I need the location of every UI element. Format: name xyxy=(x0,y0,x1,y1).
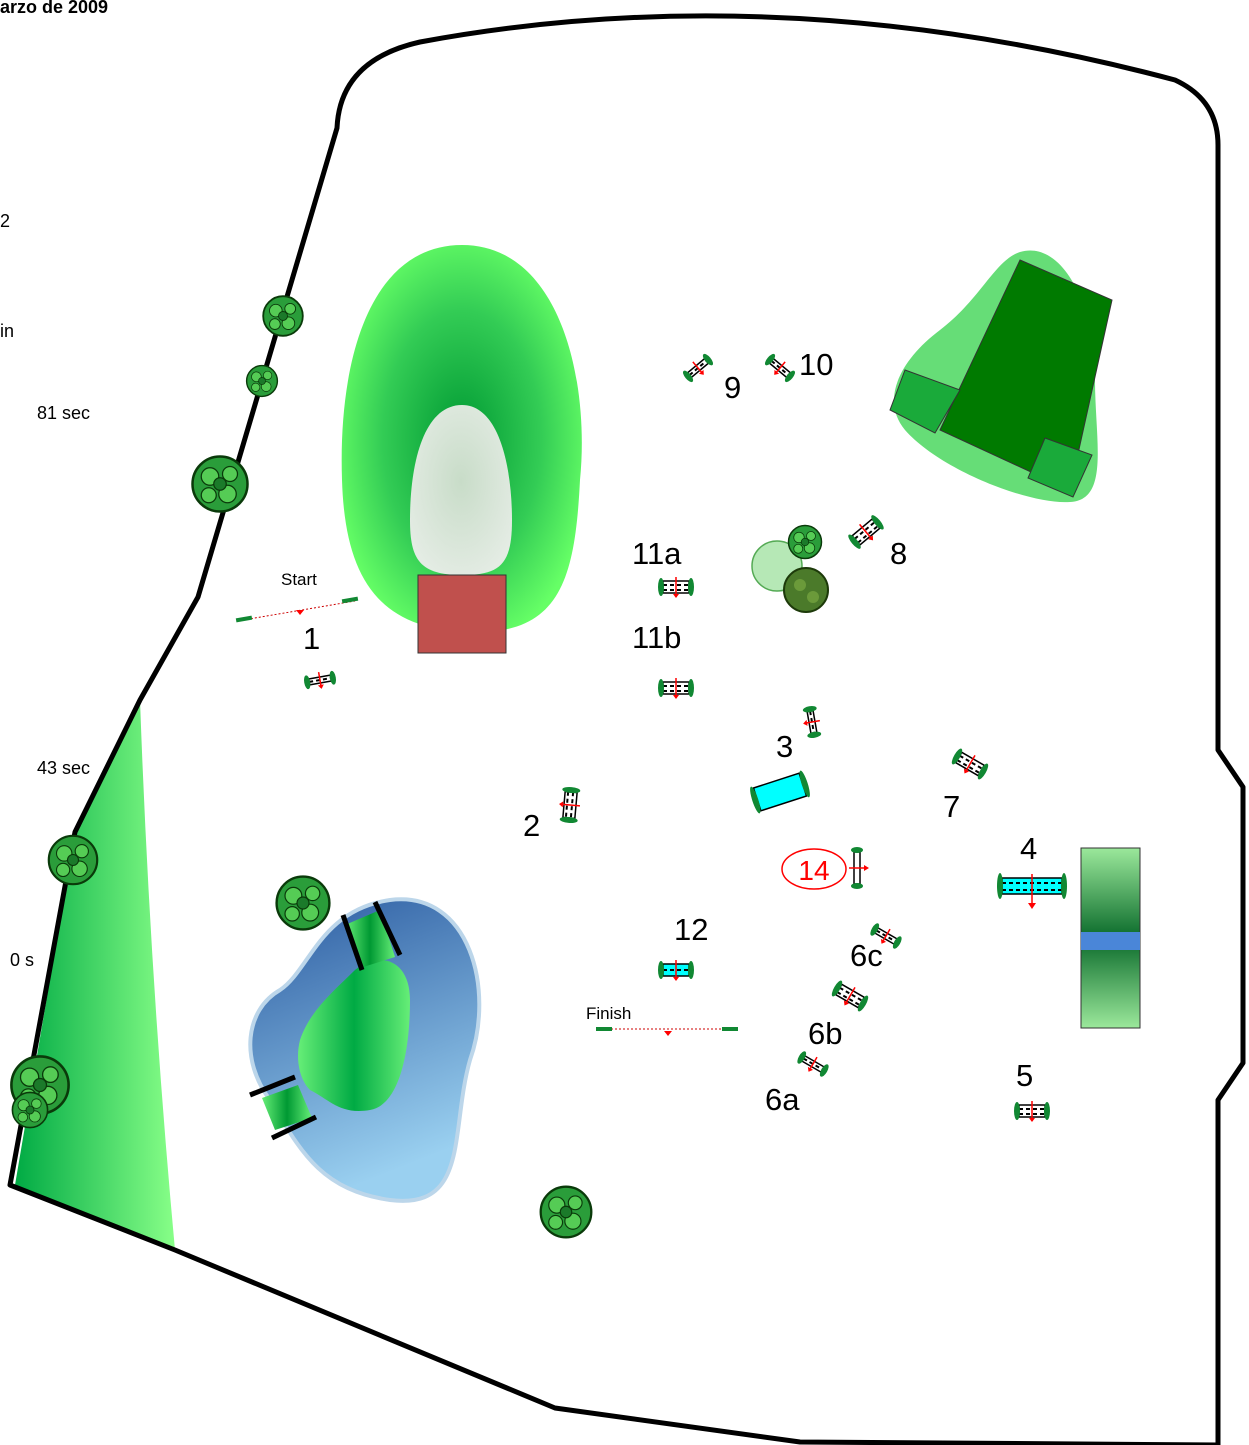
jump-10 xyxy=(760,350,799,387)
jump-14 xyxy=(849,847,869,889)
bridge-rail xyxy=(270,1114,318,1141)
label-3: 3 xyxy=(776,729,793,764)
jump-11b xyxy=(657,677,695,700)
label-10: 10 xyxy=(799,347,833,382)
label-11b: 11b xyxy=(632,620,681,655)
label-1: 1 xyxy=(303,621,320,656)
shed-wing-right xyxy=(1027,437,1093,498)
tree-icon xyxy=(539,1185,593,1239)
tree-icon xyxy=(47,834,99,886)
label-6a: 6a xyxy=(765,1082,800,1117)
jump-6a xyxy=(793,1048,832,1081)
label-7: 7 xyxy=(943,789,960,824)
jump-3 xyxy=(799,703,824,741)
side-text-zero: 0 s xyxy=(10,950,35,970)
grass-strip-left xyxy=(15,700,175,1250)
tree-icon xyxy=(11,1091,49,1129)
jump-5 xyxy=(1013,1100,1051,1123)
label-11a: 11a xyxy=(632,536,682,571)
side-text-rider: 2 xyxy=(0,211,11,231)
building-red xyxy=(417,574,507,654)
tree-icon xyxy=(787,524,823,560)
side-text-allowed-time: 81 sec xyxy=(37,403,91,423)
bridge-rail xyxy=(249,1074,296,1098)
tree-icon xyxy=(275,875,331,931)
label-9: 9 xyxy=(724,370,741,405)
side-text-limit-time: 43 sec xyxy=(37,758,91,778)
water-tray xyxy=(750,770,810,814)
label-14-ring xyxy=(781,848,847,890)
jump-7 xyxy=(947,745,992,784)
tree-icon xyxy=(262,295,304,337)
jump-12 xyxy=(657,959,695,982)
label-5: 5 xyxy=(1016,1058,1033,1093)
mound-top xyxy=(410,405,512,575)
bridge-left xyxy=(262,1085,312,1130)
jump-9 xyxy=(679,350,718,387)
label-12: 12 xyxy=(674,912,708,947)
jump-1 xyxy=(301,668,339,693)
jump-11a xyxy=(657,576,695,599)
shed-wing-left xyxy=(889,369,961,434)
finish-label: Finish xyxy=(586,1004,631,1023)
tree-dark-icon xyxy=(783,567,829,613)
jump-6b xyxy=(827,977,872,1016)
label-8: 8 xyxy=(890,536,907,571)
side-text-time-unit: in xyxy=(0,321,15,341)
label-6c: 6c xyxy=(850,938,883,973)
jump-8 xyxy=(844,511,888,553)
pond-island xyxy=(298,960,410,1111)
label-2: 2 xyxy=(523,808,540,843)
tree-icon xyxy=(245,364,279,398)
label-4: 4 xyxy=(1020,831,1037,866)
course-date: arzo de 2009 xyxy=(0,0,109,17)
tree-icon xyxy=(191,455,249,513)
bridge-rail xyxy=(340,914,365,971)
bridge-rail xyxy=(372,900,403,957)
start-label: Start xyxy=(281,570,317,589)
label-6b: 6b xyxy=(808,1016,842,1051)
jump-2 xyxy=(556,785,583,825)
water-ditch xyxy=(1081,932,1140,950)
label-14: 14 xyxy=(798,855,829,886)
arena-border xyxy=(7,13,1246,1445)
jump-4 xyxy=(997,873,1067,909)
